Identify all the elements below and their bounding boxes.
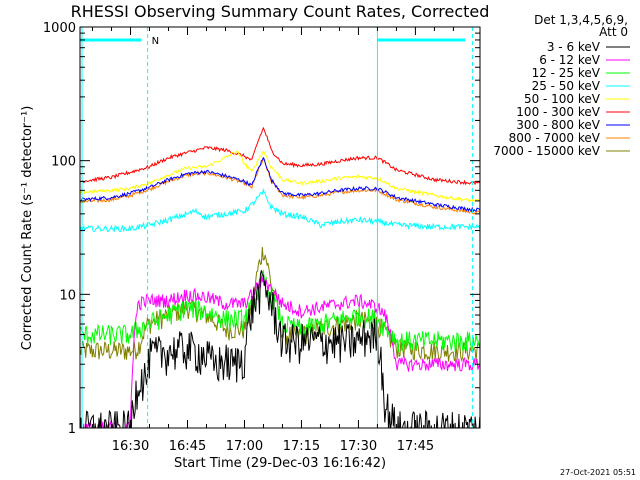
series-layer: [80, 126, 480, 428]
y-axis-label: Corrected Count Rate (s⁻¹ detector⁻¹): [20, 106, 35, 351]
legend-label-0: 3 - 6 keV: [547, 40, 601, 54]
plot-frame: [79, 26, 481, 429]
y-tick-label-1: 10: [59, 288, 76, 303]
legend-label-7: 800 - 7000 keV: [509, 131, 601, 145]
series-line-3: [80, 187, 480, 234]
x-tick-label-5: 17:45: [397, 439, 434, 454]
x-tick-label-3: 17:15: [283, 439, 320, 454]
series-line-0: [80, 270, 480, 428]
x-tick-label-1: 16:45: [169, 439, 206, 454]
legend-label-6: 300 - 800 keV: [516, 118, 600, 132]
legend-header-0: Det 1,3,4,5,6,9,: [534, 13, 628, 27]
series-line-2: [80, 269, 480, 353]
y-tick-label-3: 1000: [43, 21, 76, 36]
legend-header-1: Att 0: [599, 25, 628, 39]
y-tick-label-2: 100: [51, 155, 76, 170]
legend-label-4: 50 - 100 keV: [524, 92, 601, 106]
timestamp: 27-Oct-2021 05:51: [560, 468, 636, 477]
legend-label-3: 25 - 50 keV: [532, 79, 601, 93]
axes-layer: 16:30 16:45 17:00 17:15 17:30 17:45 1 10 100 1000: [43, 21, 480, 454]
x-tick-label-2: 17:00: [226, 439, 263, 454]
series-line-6: [80, 156, 480, 213]
chart-title: RHESSI Observing Summary Count Rates, Co…: [71, 2, 490, 21]
x-tick-label-0: 16:30: [112, 439, 149, 454]
series-line-4: [80, 150, 480, 204]
legend-label-2: 12 - 25 keV: [532, 66, 601, 80]
legend-label-1: 6 - 12 keV: [539, 53, 601, 67]
night-marker-label: N: [152, 36, 159, 47]
series-line-1: [80, 274, 480, 428]
markers-layer: N: [80, 27, 473, 428]
legend-label-8: 7000 - 15000 keV: [493, 144, 600, 158]
x-tick-label-4: 17:30: [340, 439, 377, 454]
x-axis-label: Start Time (29-Dec-03 16:16:42): [174, 456, 386, 471]
series-line-5: [80, 126, 480, 186]
y-tick-label-0: 1: [68, 422, 76, 437]
legend-label-5: 100 - 300 keV: [516, 105, 600, 119]
